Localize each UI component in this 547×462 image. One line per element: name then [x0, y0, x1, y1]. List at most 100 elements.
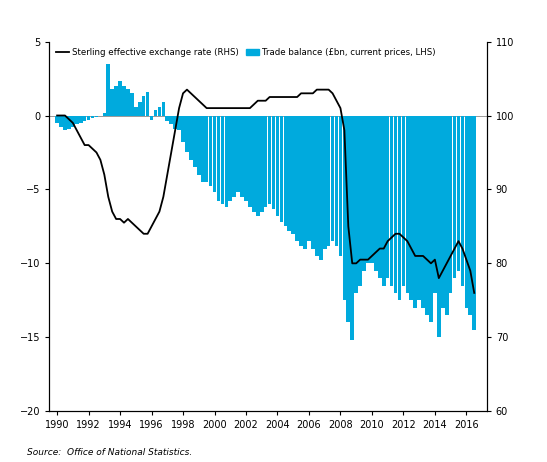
Bar — [414, 116, 417, 308]
Bar — [390, 116, 393, 286]
Bar — [335, 116, 338, 246]
Bar — [280, 116, 283, 222]
Bar — [79, 116, 83, 123]
Bar — [358, 116, 362, 286]
Bar — [146, 92, 149, 116]
Bar — [193, 116, 196, 167]
Bar — [303, 116, 307, 249]
Bar — [421, 116, 425, 308]
Bar — [283, 116, 287, 226]
Bar — [410, 116, 413, 300]
Bar — [197, 116, 201, 175]
Bar — [429, 116, 433, 322]
Bar — [229, 116, 232, 201]
Bar — [276, 116, 280, 216]
Bar — [107, 64, 110, 116]
Bar — [346, 116, 350, 322]
Bar — [189, 116, 193, 160]
Bar — [264, 116, 267, 207]
Bar — [126, 89, 130, 116]
Bar — [59, 116, 63, 128]
Bar — [398, 116, 401, 300]
Bar — [244, 116, 248, 201]
Bar — [209, 116, 212, 187]
Bar — [252, 116, 255, 212]
Bar — [445, 116, 449, 315]
Bar — [366, 116, 370, 263]
Bar — [295, 116, 299, 241]
Bar — [158, 107, 161, 116]
Bar — [449, 116, 452, 293]
Bar — [181, 116, 185, 142]
Bar — [386, 116, 389, 278]
Bar — [118, 81, 122, 116]
Bar — [437, 116, 441, 337]
Bar — [256, 116, 260, 216]
Bar — [161, 102, 165, 116]
Bar — [110, 89, 114, 116]
Bar — [299, 116, 303, 246]
Bar — [394, 116, 397, 293]
Text: Chart 1: The declining impact of sterling moves on the UK trade balance: Chart 1: The declining impact of sterlin… — [52, 12, 495, 22]
Bar — [323, 116, 327, 249]
Bar — [220, 116, 224, 204]
Bar — [374, 116, 377, 271]
Bar — [401, 116, 405, 286]
Bar — [351, 116, 354, 340]
Bar — [150, 116, 153, 120]
Bar — [130, 93, 133, 116]
Bar — [91, 116, 94, 118]
Bar — [236, 116, 240, 192]
Bar — [213, 116, 216, 192]
Bar — [75, 116, 79, 124]
Bar — [114, 86, 118, 116]
Bar — [339, 116, 342, 256]
Bar — [142, 96, 146, 116]
Bar — [248, 116, 252, 207]
Bar — [315, 116, 319, 256]
Bar — [268, 116, 271, 204]
Bar — [433, 116, 437, 293]
Bar — [138, 102, 142, 116]
Bar — [260, 116, 264, 212]
Bar — [342, 116, 346, 300]
Bar — [185, 116, 189, 152]
Bar — [292, 116, 295, 234]
Bar — [311, 116, 315, 249]
Bar — [370, 116, 374, 263]
Bar — [102, 113, 106, 116]
Bar — [95, 116, 98, 117]
Bar — [177, 116, 181, 130]
Bar — [468, 116, 472, 315]
Bar — [71, 116, 74, 128]
Bar — [319, 116, 323, 261]
Bar — [464, 116, 468, 308]
Bar — [382, 116, 386, 286]
Bar — [378, 116, 382, 278]
Bar — [154, 109, 158, 116]
Bar — [331, 116, 334, 241]
Bar — [87, 116, 90, 120]
Bar — [232, 116, 236, 197]
Bar — [122, 86, 126, 116]
Bar — [405, 116, 409, 293]
Bar — [327, 116, 330, 246]
Bar — [272, 116, 275, 209]
Bar — [205, 116, 208, 182]
Bar — [166, 116, 169, 122]
Bar — [63, 116, 67, 130]
Bar — [217, 116, 220, 201]
Bar — [354, 116, 358, 293]
Bar — [170, 116, 173, 124]
Legend: Sterling effective exchange rate (RHS), Trade balance (£bn, current prices, LHS): Sterling effective exchange rate (RHS), … — [54, 46, 439, 60]
Text: Source:  Office of National Statistics.: Source: Office of National Statistics. — [27, 448, 193, 457]
Bar — [457, 116, 461, 271]
Bar — [224, 116, 228, 207]
Bar — [307, 116, 311, 241]
Bar — [417, 116, 421, 300]
Bar — [453, 116, 456, 278]
Bar — [83, 116, 86, 122]
Bar — [240, 116, 244, 197]
Bar — [473, 116, 476, 330]
Bar — [461, 116, 464, 286]
